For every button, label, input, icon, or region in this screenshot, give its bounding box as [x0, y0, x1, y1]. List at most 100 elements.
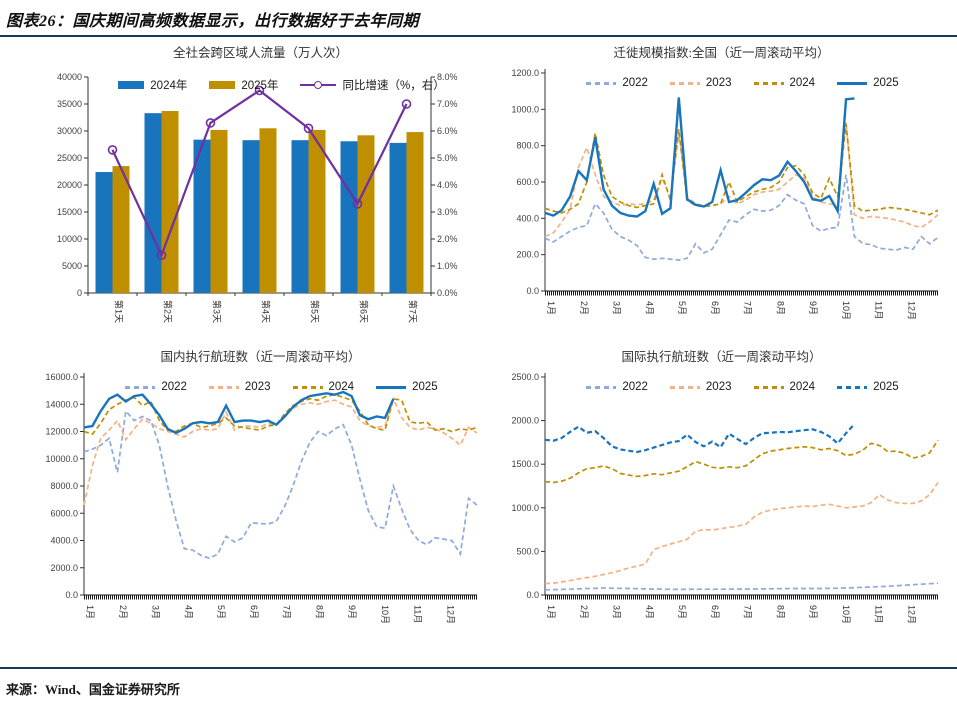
x-axis-label: 6月	[249, 605, 259, 619]
x-axis-label: 10月	[841, 605, 851, 624]
axis-tick-label: 30000	[57, 126, 82, 136]
x-axis-label: 10月	[380, 605, 390, 624]
title-divider	[0, 35, 957, 37]
bar	[291, 140, 309, 293]
axis-tick-label: 400.0	[516, 213, 539, 223]
x-axis-label: 第5天	[310, 300, 321, 323]
x-axis-label: 4月	[644, 301, 654, 315]
source-note: 来源：Wind、国金证券研究所	[6, 682, 180, 697]
axis-tick-label: 2500.0	[511, 372, 539, 382]
x-axis-label: 8月	[775, 605, 785, 619]
x-axis-label: 第2天	[163, 300, 174, 323]
chart-panel-migration-index: 迁徙规模指数:全国（近一周滚动平均） 2022 2023 2024 2025 0.0 2…	[495, 45, 948, 339]
x-axis-label: 第4天	[261, 300, 272, 323]
circle-marker-icon	[352, 199, 363, 209]
axis-tick-label: 35000	[57, 99, 82, 109]
axis-tick-label: 6.0%	[437, 126, 458, 136]
circle-marker-icon	[107, 145, 118, 155]
x-axis-label: 11月	[413, 605, 423, 623]
figure-title: 图表26：国庆期间高频数据显示，出行数据好于去年同期	[6, 13, 420, 30]
x-axis-label: 11月	[874, 301, 884, 319]
x-axis-label: 第1天	[114, 300, 125, 323]
bar-series-2024年	[95, 113, 407, 294]
domestic-flights-chart: 0.0 2000.0 4000.0 6000.0 8000.0 10000.0 12000.…	[45, 372, 478, 624]
axis-tick-label: 20000	[57, 180, 82, 190]
axis-tick-label: 8.0%	[437, 72, 458, 82]
line-series-2025	[83, 390, 395, 435]
axis-tick-label: 0.0%	[437, 288, 458, 298]
bar	[95, 172, 113, 293]
chart-title-domestic-flights: 国内执行航班数（近一周滚动平均）	[160, 350, 361, 364]
chart-panel-domestic-flights: 国内执行航班数（近一周滚动平均） 2022 2023 2024 2025 0.0 200…	[34, 349, 487, 643]
x-axis-label: 6月	[710, 301, 720, 315]
axis-tick-label: 1.0%	[437, 261, 458, 271]
axis-tick-label: 2000.0	[511, 416, 539, 426]
circle-marker-icon	[156, 250, 167, 260]
axis-tick-label: 14000.0	[45, 399, 78, 409]
x-axis-label: 第6天	[359, 300, 370, 323]
x-axis-label: 5月	[677, 301, 687, 315]
bar	[357, 135, 375, 293]
axis-tick-label: 1000.0	[511, 104, 539, 114]
line-series-2025	[544, 423, 856, 454]
x-axis-label: 5月	[677, 605, 687, 619]
line-series-2022	[83, 409, 478, 560]
bar	[112, 166, 130, 293]
x-axis-label: 9月	[808, 605, 818, 619]
axis-tick-label: 800.0	[516, 141, 539, 151]
x-axis-label: 10月	[841, 301, 851, 320]
axis-tick-label: 2.0%	[437, 234, 458, 244]
footer-divider	[0, 667, 957, 669]
growth-line-series	[111, 89, 408, 259]
x-axis-label: 12月	[906, 301, 916, 320]
axis-tick-label: 12000.0	[45, 427, 78, 437]
axis-tick-label: 10000.0	[45, 454, 78, 464]
international-flights-chart: 0.0 500.0 1000.0 1500.0 2000.0 2500.0 1月 2月 3月 4月…	[511, 372, 939, 624]
axis-tick-label: 4000.0	[50, 536, 78, 546]
axis-tick-label: 1200.0	[511, 68, 539, 78]
axis-tick-label: 5000	[62, 261, 82, 271]
x-axis-label: 2月	[579, 301, 589, 315]
chart-title-migration-index: 迁徙规模指数:全国（近一周滚动平均）	[613, 46, 830, 60]
axis-tick-label: 10000	[57, 234, 82, 244]
x-axis-label: 1月	[546, 605, 556, 619]
x-axis-label: 12月	[445, 605, 455, 624]
x-axis-label: 4月	[183, 605, 193, 619]
axis-tick-label: 0.0	[526, 590, 539, 600]
x-axis-label: 2月	[118, 605, 128, 619]
x-axis-label: 4月	[644, 605, 654, 619]
circle-marker-icon	[254, 85, 265, 96]
x-axis-label: 3月	[612, 301, 622, 315]
circle-marker-icon	[303, 123, 314, 134]
x-axis-label: 7月	[282, 605, 292, 619]
line-series-2024	[544, 123, 939, 216]
line-series-2025	[544, 97, 855, 218]
axis-tick-label: 0.0	[65, 590, 78, 600]
bar	[259, 128, 277, 293]
bar	[406, 132, 424, 293]
line-series-2022	[544, 582, 939, 591]
migration-index-chart: 0.0 200.0 400.0 600.0 800.0 1000.0 1200.0 1月 2月 3…	[511, 68, 939, 320]
axis-tick-label: 8000.0	[50, 481, 78, 491]
axis-tick-label: 1000.0	[511, 503, 539, 513]
charts-grid: 全社会跨区域人流量（万人次） 2024年 2025年 同比增速（%，右） 0 5000…	[0, 37, 957, 643]
line-series-2024	[83, 393, 478, 436]
cross-region-flow-chart: 0 5000 10000 15000 20000 25000 30000 35000 40000…	[57, 72, 458, 323]
axis-tick-label: 4.0%	[437, 180, 458, 190]
x-axis-label: 第3天	[212, 300, 223, 323]
line-series-2024	[544, 439, 939, 484]
axis-tick-label: 3.0%	[437, 207, 458, 217]
x-axis-label: 1月	[546, 301, 556, 315]
x-axis-label: 第7天	[408, 300, 419, 323]
axis-tick-label: 25000	[57, 153, 82, 163]
x-axis-label: 7月	[743, 301, 753, 315]
x-axis-label: 9月	[347, 605, 357, 619]
x-axis-label: 6月	[710, 605, 720, 619]
axis-tick-label: 0	[77, 288, 82, 298]
bar	[389, 142, 407, 293]
axis-tick-label: 16000.0	[45, 372, 78, 382]
axis-tick-label: 2000.0	[50, 563, 78, 573]
x-axis-label: 9月	[808, 301, 818, 315]
x-axis-label: 1月	[85, 605, 95, 619]
